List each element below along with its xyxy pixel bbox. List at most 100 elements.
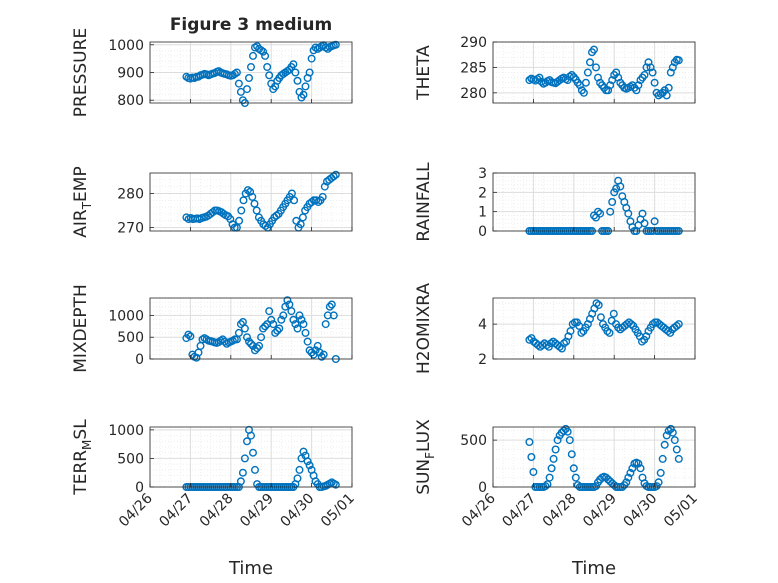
data-point: [250, 346, 259, 355]
data-point: [301, 82, 310, 91]
y-tick-label: 1000: [108, 308, 144, 324]
data-point: [267, 315, 276, 324]
data-point: [318, 192, 327, 201]
data-point: [567, 70, 576, 79]
data-point: [299, 90, 308, 99]
data-point: [261, 221, 270, 230]
y-tick-label: 270: [117, 221, 144, 237]
axes-box: [492, 426, 696, 488]
data-point: [551, 445, 560, 454]
data-point: [640, 219, 649, 228]
data-point: [259, 324, 268, 333]
y-tick-label: 3: [478, 166, 487, 182]
data-point: [237, 206, 246, 215]
data-point: [586, 58, 595, 67]
subplot-6: 2 4 H2OMIXRA: [414, 283, 696, 374]
data-point: [293, 474, 302, 483]
data-point: [329, 311, 338, 320]
data-point: [654, 478, 663, 487]
data-point: [312, 196, 321, 205]
data-point: [626, 468, 635, 477]
data-point: [287, 307, 296, 316]
y-tick-label: 290: [460, 35, 487, 51]
y-axis-label: AIRTEMP: [71, 166, 94, 237]
y-axis-label: TERRMSL: [71, 419, 94, 496]
axes-box: [149, 426, 353, 488]
data-point: [250, 199, 259, 208]
data-point: [271, 328, 280, 337]
data-point: [305, 461, 314, 470]
subplot-4: 0 1 2 3 RAINFALL: [414, 162, 696, 242]
data-point: [535, 73, 544, 82]
data-point: [307, 54, 316, 63]
data-point: [261, 51, 270, 60]
data-point: [257, 333, 266, 342]
data-point: [594, 301, 603, 310]
data-point: [624, 209, 633, 218]
data-point: [242, 85, 251, 94]
data-point: [321, 320, 330, 329]
x-tick-label: 05/01: [661, 491, 701, 531]
data-point: [331, 480, 340, 489]
subplot-3: 270 280 AIRTEMP: [71, 166, 353, 238]
x-tick-label: 04/26: [459, 490, 499, 530]
data-point: [579, 88, 588, 97]
data-point: [525, 335, 534, 344]
y-axis-label: PRESSURE: [71, 28, 91, 117]
data-point: [273, 326, 282, 335]
y-tick-label: 800: [117, 93, 144, 109]
data-point: [248, 51, 257, 60]
data-point: [674, 454, 683, 463]
data-point: [293, 76, 302, 85]
data-point: [612, 68, 621, 77]
y-axis-label-rest: SL: [71, 419, 91, 440]
data-point: [291, 320, 300, 329]
data-point: [235, 216, 244, 225]
data-point: [303, 337, 312, 346]
y-tick-label: 2: [478, 352, 487, 368]
data-point: [567, 450, 576, 459]
data-point: [672, 321, 681, 330]
data-point: [299, 447, 308, 456]
y-axis-label: SUNFLUX: [414, 419, 437, 495]
data-point: [646, 63, 655, 72]
data-point: [608, 197, 617, 206]
x-tick-label: 04/26: [116, 490, 156, 530]
data-point: [529, 468, 538, 477]
data-point: [319, 350, 328, 359]
y-axis-label: MIXDEPTH: [71, 284, 91, 373]
x-tick-label: 04/28: [197, 491, 237, 531]
data-point: [569, 464, 578, 473]
y-tick-label: 900: [117, 66, 144, 82]
data-point: [545, 473, 554, 482]
data-point: [236, 320, 245, 329]
data-point: [541, 482, 550, 491]
y-tick-label: 280: [460, 86, 487, 102]
data-point: [303, 457, 312, 466]
axes-background: [493, 173, 695, 231]
data-point: [305, 68, 314, 77]
data-point: [331, 40, 340, 49]
y-axis-label-subscript: T: [80, 201, 94, 210]
y-tick-label: 2: [478, 185, 487, 201]
data-point: [672, 445, 681, 454]
data-point: [626, 82, 635, 91]
y-axis-label: RAINFALL: [414, 162, 434, 242]
data-point: [636, 464, 645, 473]
data-point: [275, 324, 284, 333]
data-point: [565, 436, 574, 445]
data-point: [525, 438, 534, 447]
data-point: [295, 465, 304, 474]
data-point: [674, 320, 683, 329]
data-point: [592, 63, 601, 72]
y-tick-label: 285: [460, 60, 487, 76]
data-point: [577, 328, 586, 337]
data-point: [244, 337, 253, 346]
y-tick-label: 500: [117, 330, 144, 346]
data-point: [624, 473, 633, 482]
data-point: [246, 339, 255, 348]
data-point: [317, 352, 326, 361]
data-point: [603, 327, 612, 336]
data-point: [605, 328, 614, 337]
data-point: [255, 341, 264, 350]
